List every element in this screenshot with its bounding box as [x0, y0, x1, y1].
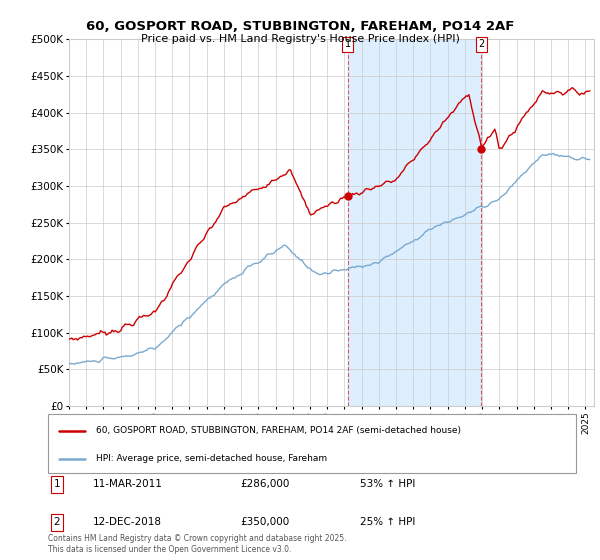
Text: 53% ↑ HPI: 53% ↑ HPI — [360, 479, 415, 489]
Text: 1: 1 — [53, 479, 61, 489]
Text: £286,000: £286,000 — [240, 479, 289, 489]
Text: 2: 2 — [53, 517, 61, 528]
Text: 60, GOSPORT ROAD, STUBBINGTON, FAREHAM, PO14 2AF: 60, GOSPORT ROAD, STUBBINGTON, FAREHAM, … — [86, 20, 514, 32]
Text: HPI: Average price, semi-detached house, Fareham: HPI: Average price, semi-detached house,… — [95, 454, 326, 463]
Text: £350,000: £350,000 — [240, 517, 289, 528]
Text: Contains HM Land Registry data © Crown copyright and database right 2025.
This d: Contains HM Land Registry data © Crown c… — [48, 534, 347, 554]
Bar — [348, 39, 481, 406]
Text: 2: 2 — [478, 39, 485, 49]
Text: 25% ↑ HPI: 25% ↑ HPI — [360, 517, 415, 528]
Text: 12-DEC-2018: 12-DEC-2018 — [93, 517, 162, 528]
Text: Price paid vs. HM Land Registry's House Price Index (HPI): Price paid vs. HM Land Registry's House … — [140, 34, 460, 44]
Text: 1: 1 — [345, 39, 351, 49]
Text: 60, GOSPORT ROAD, STUBBINGTON, FAREHAM, PO14 2AF (semi-detached house): 60, GOSPORT ROAD, STUBBINGTON, FAREHAM, … — [95, 426, 461, 435]
Text: 11-MAR-2011: 11-MAR-2011 — [93, 479, 163, 489]
FancyBboxPatch shape — [48, 414, 576, 473]
